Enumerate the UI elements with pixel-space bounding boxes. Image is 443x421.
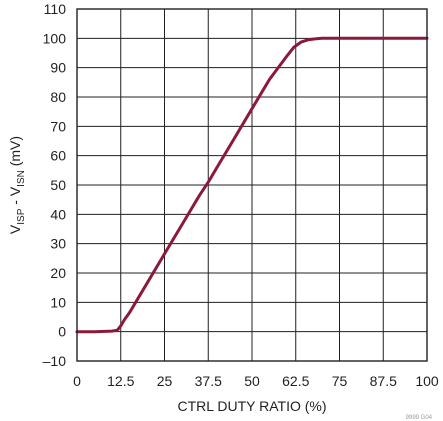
y-axis-label: VISP - VISN (mV): [7, 136, 27, 234]
y-tick-label: 100: [43, 30, 67, 46]
y-tick-label: 10: [50, 294, 66, 310]
x-tick-label: 75: [332, 373, 348, 389]
y-label-minus-v: - V: [7, 186, 23, 208]
x-tick-label: 50: [244, 373, 260, 389]
series-line-0: [75, 36, 429, 334]
y-tick-label: –10: [43, 353, 67, 369]
y-tick-label: 70: [50, 118, 66, 134]
y-tick-label: 0: [58, 324, 66, 340]
grid-lines: [76, 8, 428, 362]
figure-number: 9999 G04: [406, 415, 433, 421]
x-tick-label: 87.5: [370, 373, 397, 389]
y-tick-label: 110: [44, 1, 67, 17]
y-label-unit: (mV): [7, 136, 23, 170]
x-tick-labels: 0 12.5 25 37.5 50 62.5 75 87.5 100: [73, 373, 439, 389]
plot-frame: [76, 8, 428, 362]
x-tick-label: 37.5: [195, 373, 222, 389]
y-tick-label: 80: [50, 89, 66, 105]
y-label-v1: V: [7, 224, 23, 234]
x-tick-label: 25: [157, 373, 173, 389]
x-tick-label: 12.5: [107, 373, 134, 389]
x-tick-label: 100: [415, 373, 439, 389]
y-tick-label: 60: [50, 148, 66, 164]
series-layer: [75, 36, 429, 334]
x-axis-label: CTRL DUTY RATIO (%): [177, 398, 326, 414]
y-tick-labels: –10 0 10 20 30 40 50 60 70 80 90 100 110: [43, 1, 67, 369]
x-tick-label: 0: [73, 373, 81, 389]
y-tick-label: 20: [50, 265, 66, 281]
y-tick-label: 90: [50, 60, 66, 76]
x-tick-label: 62.5: [282, 373, 309, 389]
y-tick-label: 50: [50, 177, 66, 193]
y-tick-label: 40: [50, 206, 66, 222]
y-label-sub-isn: ISN: [16, 170, 27, 187]
y-tick-label: 30: [50, 236, 66, 252]
y-label-sub-isp: ISP: [16, 208, 27, 224]
